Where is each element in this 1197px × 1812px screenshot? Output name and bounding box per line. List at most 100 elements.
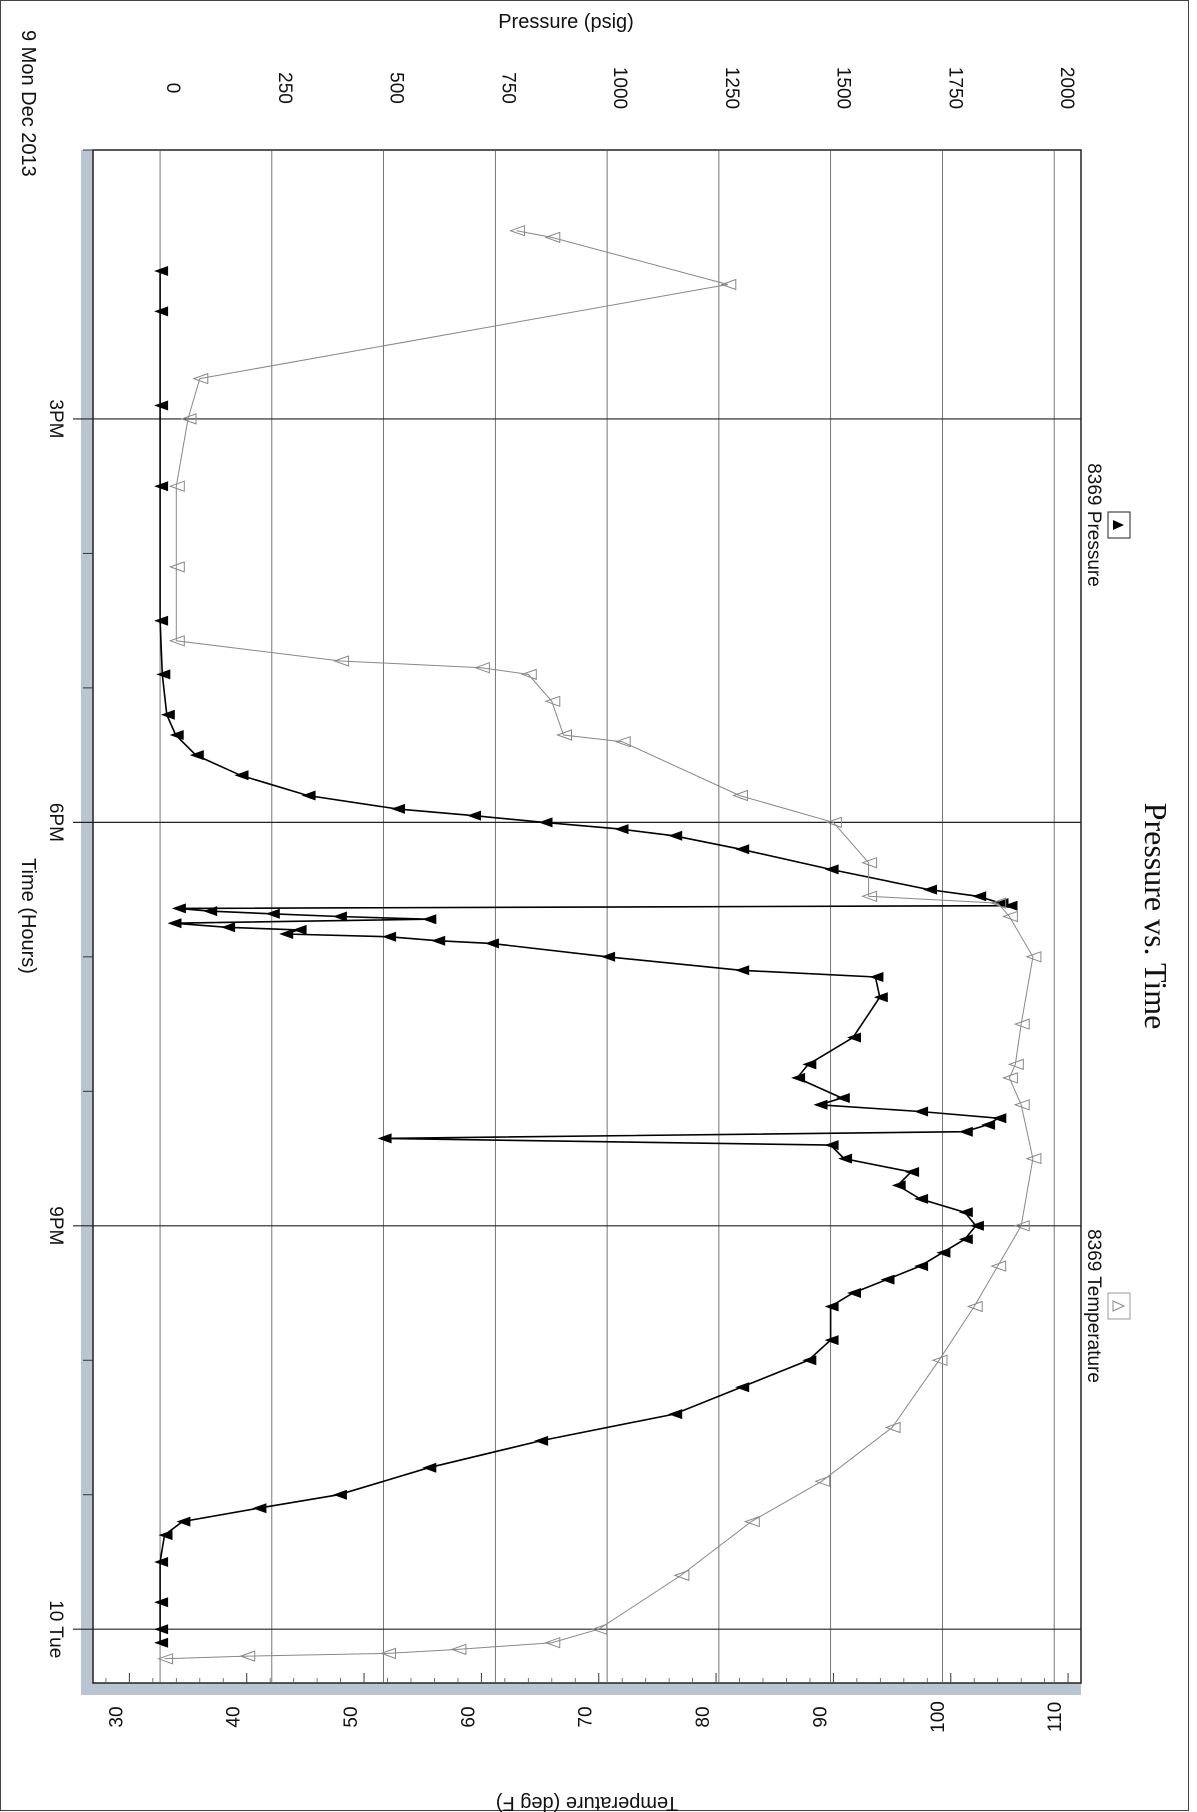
pressure-point — [1003, 900, 1018, 911]
pressure-point — [154, 400, 169, 411]
pressure-tick-label: 2000 — [1056, 67, 1077, 109]
temperature-point — [333, 655, 350, 667]
temperature-point — [1001, 1072, 1018, 1084]
pressure-point — [252, 1503, 267, 1514]
pressure-point — [802, 1355, 817, 1366]
pressure-point — [382, 931, 397, 942]
temperature-point — [720, 278, 737, 291]
pressure-point — [538, 817, 553, 828]
temperature-point — [825, 816, 842, 829]
temperature-point — [861, 890, 878, 903]
pressure-point — [279, 929, 294, 939]
pressure-point — [156, 669, 171, 680]
pressure-point — [847, 1288, 861, 1298]
temperature-tick-label: 90 — [810, 1706, 831, 1727]
temperature-point — [168, 480, 185, 492]
pressure-point — [958, 1207, 973, 1218]
pressure-point — [914, 1106, 929, 1117]
time-tick-label: 10 Tue — [45, 1600, 66, 1658]
temperature-point — [1025, 1152, 1042, 1165]
pressure-tick-label: 250 — [274, 72, 295, 104]
temperature-point — [544, 231, 561, 244]
time-axis-band — [81, 150, 93, 1695]
pressure-point — [203, 906, 218, 917]
temperature-tick-label: 60 — [458, 1706, 479, 1727]
pressure-point — [301, 790, 316, 801]
plot-area — [92, 149, 1082, 1684]
pressure-point — [154, 481, 169, 492]
pressure-point — [972, 891, 987, 902]
legend-temperature-marker — [1112, 1300, 1126, 1312]
pressure-point — [391, 803, 405, 814]
pressure-point — [422, 1462, 437, 1473]
pressure-point — [534, 1435, 549, 1446]
pressure-point — [154, 306, 169, 317]
pressure-point — [158, 1530, 173, 1541]
temperature-tick-label: 40 — [224, 1706, 245, 1727]
temperature-tick-label: 70 — [576, 1706, 597, 1727]
pressure-axis-title: Pressure (psig) — [498, 11, 634, 33]
pressure-point — [668, 830, 683, 841]
temperature-point — [861, 856, 878, 869]
pressure-point — [601, 951, 616, 962]
pressure-tick-label: 750 — [497, 72, 518, 104]
temperature-tick-label: 80 — [693, 1706, 714, 1727]
pressure-point — [154, 1624, 169, 1635]
pressure-point — [668, 1409, 683, 1420]
pressure-point — [923, 884, 937, 895]
time-tick-label: 9PM — [45, 1206, 66, 1245]
pressure-point — [969, 1220, 984, 1231]
pressure-point — [292, 924, 307, 935]
pressure-point — [981, 1119, 996, 1130]
temperature-point — [1013, 1220, 1030, 1232]
pressure-point — [265, 908, 280, 919]
pressure-point — [905, 1167, 920, 1177]
pressure-point — [189, 750, 204, 761]
temperature-point — [732, 789, 748, 802]
legend-pressure-marker — [1113, 520, 1124, 530]
pressure-point — [332, 1489, 347, 1500]
pressure-point — [735, 1382, 750, 1393]
temperature-point — [192, 372, 209, 385]
temperature-tick-label: 100 — [928, 1701, 949, 1733]
temperature-point — [990, 897, 1007, 909]
temperature-line — [164, 230, 1034, 1660]
date-label: 9 Mon Dec 2013 — [17, 30, 39, 177]
pressure-point — [614, 824, 629, 835]
pressure-tick-label: 1250 — [721, 67, 742, 109]
temperature-point — [884, 1421, 901, 1434]
temperature-point — [509, 224, 526, 237]
pressure-point — [167, 918, 182, 929]
temperature-tick-label: 50 — [341, 1706, 362, 1727]
temperature-point — [520, 668, 537, 681]
legend-pressure: 8369 Pressure — [1083, 463, 1131, 587]
pressure-tick-label: 1000 — [609, 67, 630, 109]
pressure-point — [160, 709, 175, 720]
time-tick-label: 3PM — [45, 399, 66, 438]
temperature-point — [239, 1650, 256, 1662]
temperature-point — [180, 413, 197, 425]
pressure-point — [835, 1093, 850, 1103]
temperature-tick-label: 30 — [106, 1706, 127, 1727]
pressure-point — [735, 844, 750, 855]
pressure-point — [154, 1557, 169, 1567]
temperature-point — [1013, 1099, 1030, 1111]
temperature-point — [814, 1475, 831, 1488]
pressure-point — [838, 1153, 853, 1164]
pressure-point — [869, 972, 884, 982]
temperature-point — [450, 1643, 467, 1656]
time-axis-title: Time (Hours) — [17, 858, 39, 974]
pressure-point — [467, 810, 481, 821]
temperature-point — [473, 661, 490, 674]
pressure-point — [824, 864, 839, 875]
pressure-point — [802, 1059, 817, 1070]
temperature-point — [931, 1354, 948, 1367]
pressure-point — [992, 1113, 1007, 1124]
temperature-point — [544, 1636, 561, 1649]
axis-layer: 0 250 500 750 1000 1250 1500 1750 2000 30 40 50 60 70… — [45, 67, 1077, 1733]
time-axis-band-bottom — [81, 1683, 1081, 1695]
pressure-point — [171, 903, 186, 914]
temperature-point — [1007, 1058, 1024, 1071]
pressure-point — [791, 1072, 806, 1083]
